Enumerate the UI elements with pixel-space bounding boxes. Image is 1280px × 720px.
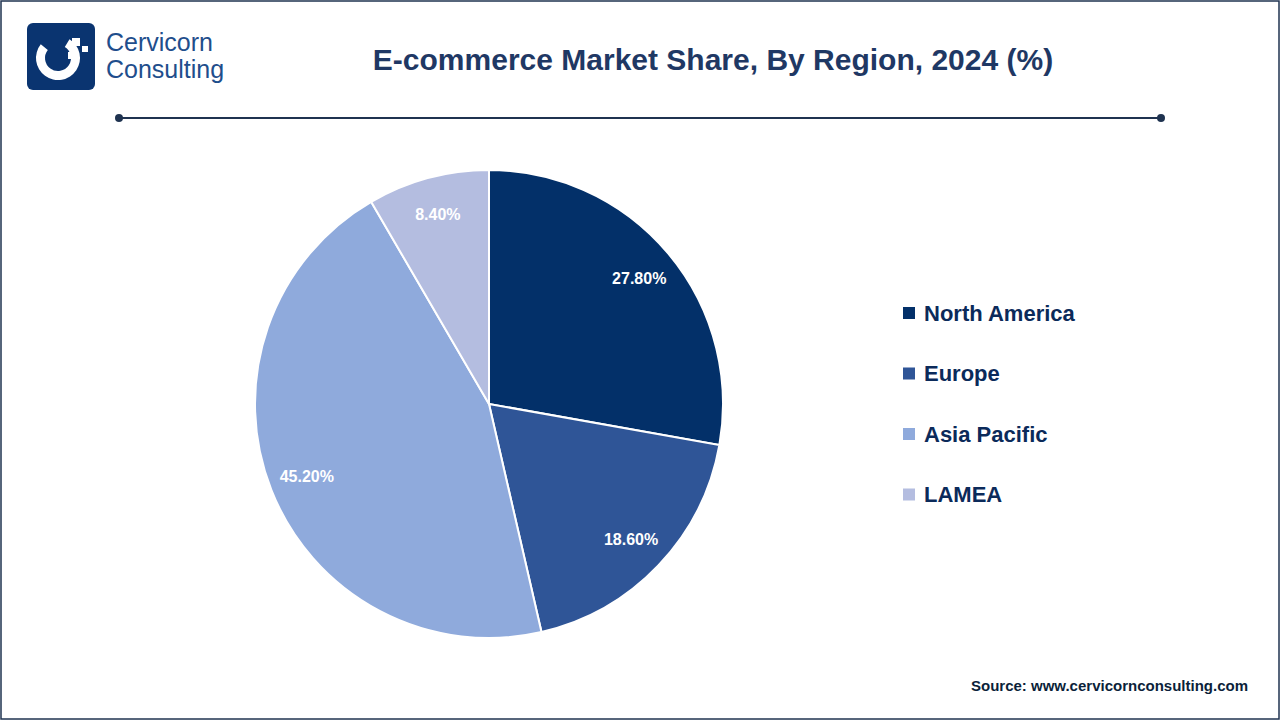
pie — [255, 170, 723, 638]
legend: North America Europe Asia Pacific LAMEA — [903, 301, 1076, 508]
divider-dot — [115, 114, 123, 122]
pie-slice — [255, 202, 541, 638]
logo-square — [72, 38, 80, 46]
source: Source: www.cervicornconsulting.com — [971, 677, 1248, 694]
legend-swatch — [903, 489, 915, 501]
data-label: 27.80% — [612, 270, 666, 287]
pie-slice — [371, 170, 489, 404]
legend-label: North America — [924, 301, 1076, 326]
logo-box — [27, 23, 95, 90]
data-label: 18.60% — [604, 531, 658, 548]
logo-square — [82, 46, 88, 52]
chart: CervicornConsulting E-commerce Market Sha… — [0, 0, 1280, 720]
data-label: 45.20% — [280, 468, 334, 485]
legend-label: LAMEA — [924, 482, 1002, 507]
pie-slice — [489, 170, 723, 445]
legend-swatch — [903, 368, 915, 380]
data-label: 8.40% — [415, 206, 460, 223]
logo-text: Consulting — [106, 55, 224, 83]
logo — [27, 23, 95, 90]
legend-swatch — [903, 428, 915, 440]
legend-label: Asia Pacific — [924, 422, 1048, 447]
legend-label: Europe — [924, 361, 1000, 386]
legend-swatch — [903, 307, 915, 319]
logo-square — [68, 52, 75, 59]
logo-text: Cervicorn — [106, 28, 213, 56]
divider-dot — [1157, 114, 1165, 122]
frame — [1, 1, 1279, 719]
title: E-commerce Market Share, By Region, 2024… — [373, 43, 1053, 76]
divider — [119, 117, 1161, 119]
data-labels: 27.80% 18.60% 45.20% 8.40% — [280, 206, 667, 547]
